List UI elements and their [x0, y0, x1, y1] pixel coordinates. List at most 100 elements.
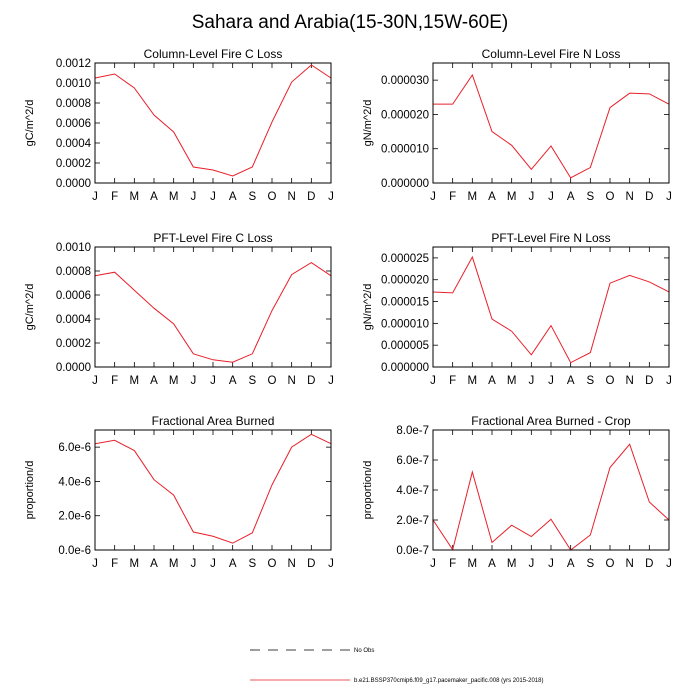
plot-frame: [432, 62, 670, 184]
panel-title: Column-Level Fire C Loss: [144, 47, 283, 61]
x-tick-label: D: [645, 375, 653, 387]
x-tick-label: M: [169, 558, 179, 570]
series-line-1: [433, 73, 670, 179]
y-axis-label: gN/m^2/d: [362, 284, 374, 331]
x-tick-label: S: [586, 558, 594, 570]
x-tick-label: O: [268, 191, 277, 203]
x-tick-label: J: [548, 558, 554, 570]
x-tick-label: J: [666, 558, 672, 570]
chart-panel-1: Column-Level Fire C Loss gC/m^2/d 0.0000 0.…: [24, 47, 334, 203]
y-tick-label: 0.000030: [381, 75, 429, 87]
x-tick-label: S: [248, 375, 256, 387]
x-tick-label: M: [507, 375, 517, 387]
y-tick-label: 6.0e-7: [396, 455, 429, 467]
x-tick-label: J: [92, 558, 98, 570]
y-tick-label: 0.0e-7: [396, 545, 429, 557]
x-tick-label: A: [150, 191, 158, 203]
x-tick-label: N: [626, 191, 634, 203]
series-line-1: [432, 443, 670, 551]
plot-frame: [432, 429, 670, 551]
y-tick-label: 0.0002: [56, 158, 91, 170]
y-tick-label: 0.000010: [381, 318, 429, 330]
x-tick-label: N: [626, 558, 634, 570]
legend-model-label: b.e21.BSSP370cmip6.f09_g17.pacemaker_pac…: [354, 678, 543, 684]
y-tick-label: 0.0010: [56, 242, 91, 254]
x-tick-label: J: [210, 191, 216, 203]
x-tick-label: O: [606, 191, 615, 203]
x-tick-label: S: [248, 191, 256, 203]
y-tick-label: 0.000005: [381, 340, 429, 352]
plot-frame: [94, 62, 332, 184]
y-tick-label: 4.0e-6: [58, 476, 91, 488]
x-tick-label: A: [488, 191, 496, 203]
y-tick-label: 0.0010: [56, 78, 91, 90]
x-tick-label: S: [586, 191, 594, 203]
x-tick-label: M: [130, 375, 140, 387]
chart-panel-6: Fractional Area Burned - Crop proportion/…: [362, 414, 672, 570]
series-line-1: [432, 255, 670, 364]
x-tick-label: J: [430, 191, 436, 203]
x-tick-label: M: [169, 375, 179, 387]
y-tick-label: 0.0008: [56, 98, 91, 110]
x-tick-label: O: [606, 558, 615, 570]
chart-panel-2: Column-Level Fire N Loss gN/m^2/d 0.000000…: [362, 47, 672, 203]
x-tick-label: J: [666, 375, 672, 387]
x-tick-label: M: [130, 558, 140, 570]
y-tick-label: 0.0006: [56, 290, 91, 302]
y-tick-label: 0.0004: [56, 314, 92, 326]
x-tick-label: J: [190, 375, 196, 387]
x-tick-label: J: [430, 375, 436, 387]
panel-title: Fractional Area Burned: [152, 414, 275, 428]
x-tick-label: J: [328, 375, 334, 387]
x-tick-label: F: [449, 558, 456, 570]
plot-frame: [94, 429, 332, 551]
series-line-1: [94, 433, 332, 544]
y-tick-label: 0.000025: [381, 253, 429, 265]
x-tick-label: M: [130, 191, 140, 203]
x-tick-label: M: [468, 191, 478, 203]
x-tick-label: M: [468, 375, 478, 387]
panel-title: Fractional Area Burned - Crop: [471, 414, 631, 428]
y-axis-label: proportion/d: [24, 461, 36, 520]
plot-frame: [94, 246, 332, 368]
y-tick-label: 0.0012: [56, 58, 91, 70]
y-tick-label: 4.0e-7: [396, 485, 429, 497]
y-tick-label: 0.0000: [56, 178, 91, 190]
y-axis-label: gN/m^2/d: [362, 100, 374, 147]
x-tick-label: J: [210, 375, 216, 387]
panel-title: PFT-Level Fire N Loss: [491, 231, 610, 245]
x-tick-label: J: [328, 191, 334, 203]
x-tick-label: J: [528, 558, 534, 570]
x-tick-label: J: [328, 558, 334, 570]
x-tick-label: A: [488, 558, 496, 570]
x-tick-label: M: [169, 191, 179, 203]
x-tick-label: M: [507, 558, 517, 570]
x-tick-label: J: [548, 191, 554, 203]
series-line-1: [94, 64, 332, 177]
y-tick-label: 0.0e-6: [58, 545, 91, 557]
y-tick-label: 0.0004: [56, 138, 92, 150]
y-tick-label: 0.0002: [56, 338, 91, 350]
x-tick-label: J: [190, 558, 196, 570]
x-tick-label: D: [307, 375, 315, 387]
x-tick-label: A: [488, 375, 496, 387]
panel-title: Column-Level Fire N Loss: [482, 47, 621, 61]
y-tick-label: 2.0e-7: [396, 515, 429, 527]
x-tick-label: J: [210, 558, 216, 570]
x-tick-label: O: [268, 558, 277, 570]
x-tick-label: D: [645, 191, 653, 203]
x-tick-label: N: [288, 375, 296, 387]
x-tick-label: A: [229, 375, 237, 387]
x-tick-label: J: [528, 191, 534, 203]
x-tick-label: F: [111, 375, 118, 387]
y-axis-label: gC/m^2/d: [24, 100, 36, 147]
x-tick-label: J: [92, 191, 98, 203]
x-tick-label: O: [268, 375, 277, 387]
x-tick-label: A: [567, 191, 575, 203]
y-tick-label: 0.000000: [381, 362, 429, 374]
chart-panels: Column-Level Fire C Loss gC/m^2/d 0.0000 0.…: [24, 47, 672, 570]
x-tick-label: J: [92, 375, 98, 387]
y-tick-label: 0.000015: [381, 297, 429, 309]
y-tick-label: 0.0008: [56, 266, 91, 278]
